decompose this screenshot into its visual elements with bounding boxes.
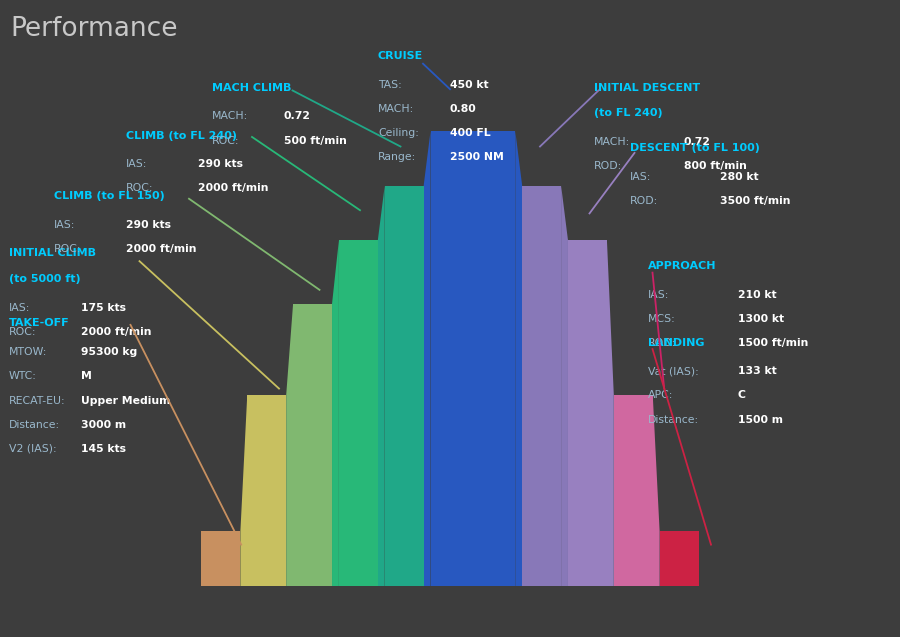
Text: (to 5000 ft): (to 5000 ft) bbox=[9, 274, 81, 284]
Text: 1500 m: 1500 m bbox=[738, 415, 783, 425]
Bar bbox=[614, 395, 652, 586]
Text: 1500 ft/min: 1500 ft/min bbox=[738, 338, 808, 348]
Text: ROC:: ROC: bbox=[212, 136, 239, 146]
Text: ROD:: ROD: bbox=[630, 196, 658, 206]
Text: CLIMB (to FL 150): CLIMB (to FL 150) bbox=[54, 191, 165, 201]
Bar bbox=[202, 531, 240, 586]
Text: CRUISE: CRUISE bbox=[378, 51, 423, 61]
Text: Performance: Performance bbox=[11, 16, 178, 42]
Polygon shape bbox=[378, 185, 384, 586]
Text: INITIAL DESCENT: INITIAL DESCENT bbox=[594, 83, 700, 93]
Text: APPROACH: APPROACH bbox=[648, 261, 716, 271]
Text: Distance:: Distance: bbox=[9, 420, 60, 430]
Text: Upper Medium: Upper Medium bbox=[81, 396, 170, 406]
Text: IAS:: IAS: bbox=[9, 303, 31, 313]
Text: Distance:: Distance: bbox=[648, 415, 699, 425]
Text: 210 kt: 210 kt bbox=[738, 290, 777, 300]
Text: 800 ft/min: 800 ft/min bbox=[684, 161, 747, 171]
Text: IAS:: IAS: bbox=[54, 220, 76, 230]
Polygon shape bbox=[607, 240, 614, 586]
Text: 0.72: 0.72 bbox=[284, 111, 310, 122]
Text: WTC:: WTC: bbox=[9, 371, 37, 382]
Text: MACH:: MACH: bbox=[378, 104, 414, 114]
Text: 500 ft/min: 500 ft/min bbox=[284, 136, 346, 146]
Bar bbox=[293, 304, 332, 586]
Bar bbox=[339, 240, 378, 586]
Text: TAKE-OFF: TAKE-OFF bbox=[9, 318, 69, 329]
Text: IAS:: IAS: bbox=[630, 172, 652, 182]
Text: INITIAL CLIMB: INITIAL CLIMB bbox=[9, 248, 96, 259]
Text: ROD:: ROD: bbox=[594, 161, 622, 171]
Text: ROC:: ROC: bbox=[54, 244, 82, 254]
Bar bbox=[568, 240, 607, 586]
Polygon shape bbox=[286, 304, 293, 586]
Text: CLIMB (to FL 240): CLIMB (to FL 240) bbox=[126, 131, 237, 141]
Polygon shape bbox=[516, 131, 522, 586]
Text: RECAT-EU:: RECAT-EU: bbox=[9, 396, 66, 406]
Text: IAS:: IAS: bbox=[648, 290, 670, 300]
Text: 2500 NM: 2500 NM bbox=[450, 152, 504, 162]
Text: ROC:: ROC: bbox=[126, 183, 154, 194]
Text: V2 (IAS):: V2 (IAS): bbox=[9, 444, 57, 454]
Text: ROD:: ROD: bbox=[648, 338, 676, 348]
Text: 2000 ft/min: 2000 ft/min bbox=[198, 183, 268, 194]
Polygon shape bbox=[332, 240, 339, 586]
Text: MTOW:: MTOW: bbox=[9, 347, 48, 357]
Text: Vat (IAS):: Vat (IAS): bbox=[648, 366, 698, 376]
Text: C: C bbox=[738, 390, 746, 401]
Bar bbox=[476, 131, 516, 586]
Text: APC:: APC: bbox=[648, 390, 673, 401]
Text: LANDING: LANDING bbox=[648, 338, 705, 348]
Text: 133 kt: 133 kt bbox=[738, 366, 777, 376]
Text: DESCENT (to FL 100): DESCENT (to FL 100) bbox=[630, 143, 760, 154]
Polygon shape bbox=[652, 395, 660, 586]
Text: TAS:: TAS: bbox=[378, 80, 401, 90]
Text: 145 kts: 145 kts bbox=[81, 444, 126, 454]
Text: (to FL 240): (to FL 240) bbox=[594, 108, 662, 118]
Text: 400 FL: 400 FL bbox=[450, 128, 491, 138]
Bar bbox=[384, 185, 424, 586]
Bar bbox=[522, 185, 561, 586]
Text: 2000 ft/min: 2000 ft/min bbox=[126, 244, 196, 254]
Text: 280 kt: 280 kt bbox=[720, 172, 759, 182]
Text: MACH:: MACH: bbox=[212, 111, 248, 122]
Bar bbox=[430, 131, 470, 586]
Text: 0.80: 0.80 bbox=[450, 104, 477, 114]
Text: Range:: Range: bbox=[378, 152, 416, 162]
Text: ROC:: ROC: bbox=[9, 327, 37, 337]
Text: MACH:: MACH: bbox=[594, 137, 630, 147]
Text: MCS:: MCS: bbox=[648, 314, 676, 324]
Text: IAS:: IAS: bbox=[126, 159, 148, 169]
Text: 290 kts: 290 kts bbox=[126, 220, 171, 230]
Polygon shape bbox=[424, 131, 430, 586]
Text: 3000 m: 3000 m bbox=[81, 420, 126, 430]
Text: 450 kt: 450 kt bbox=[450, 80, 489, 90]
Polygon shape bbox=[240, 395, 248, 586]
Bar bbox=[248, 395, 286, 586]
Text: 175 kts: 175 kts bbox=[81, 303, 126, 313]
Text: 0.72: 0.72 bbox=[684, 137, 711, 147]
Bar bbox=[660, 531, 698, 586]
Text: 3500 ft/min: 3500 ft/min bbox=[720, 196, 790, 206]
Text: 290 kts: 290 kts bbox=[198, 159, 243, 169]
Text: 95300 kg: 95300 kg bbox=[81, 347, 137, 357]
Text: MACH CLIMB: MACH CLIMB bbox=[212, 83, 291, 93]
Polygon shape bbox=[561, 185, 568, 586]
Text: Ceiling:: Ceiling: bbox=[378, 128, 419, 138]
Text: 2000 ft/min: 2000 ft/min bbox=[81, 327, 151, 337]
Text: M: M bbox=[81, 371, 92, 382]
Polygon shape bbox=[470, 131, 476, 586]
Text: 1300 kt: 1300 kt bbox=[738, 314, 784, 324]
